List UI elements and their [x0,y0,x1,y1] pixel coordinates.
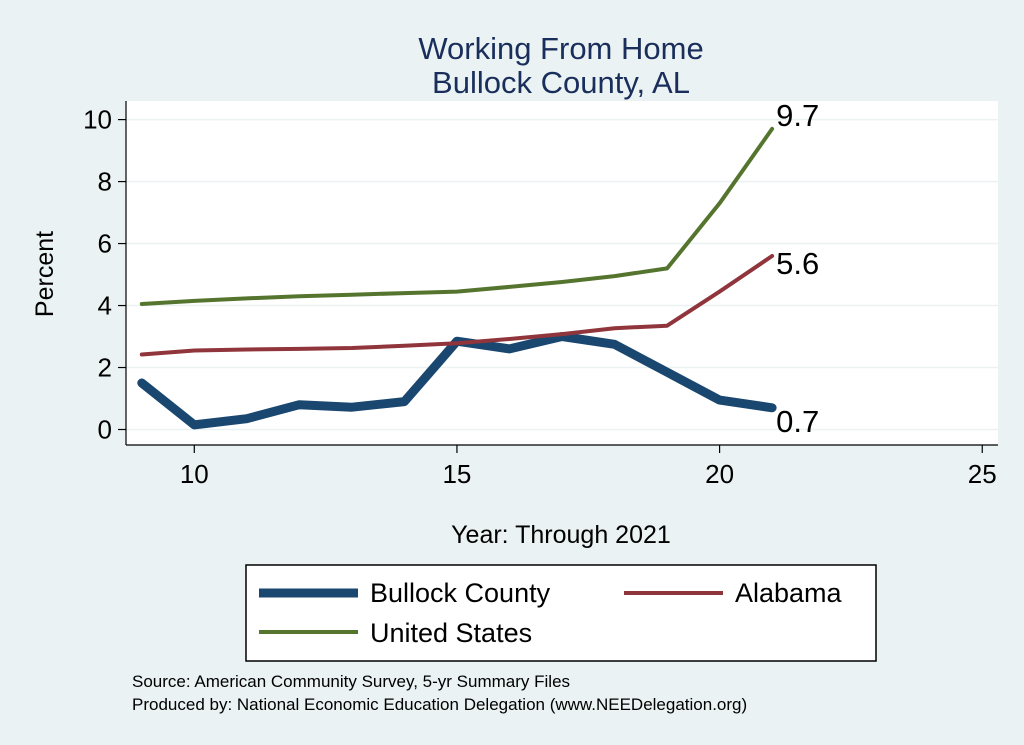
gridlines [126,118,998,431]
series-line-united-states [139,126,775,306]
x-axis-title: Year: Through 2021 [451,521,671,549]
series-line-alabama [139,254,775,357]
x-tick-label: 15 [442,459,471,489]
legend: Bullock County Alabama United States [259,578,843,648]
source-note: Source: American Community Survey, 5-yr … [132,672,570,691]
end-label-alabama: 5.6 [776,246,819,281]
x-tick-label: 10 [180,459,209,489]
y-tick-label: 6 [98,229,112,259]
y-tick-label: 4 [98,291,112,321]
y-tick-label: 8 [98,167,112,197]
legend-box [245,564,877,662]
legend-label-alabama: Alabama [735,578,843,608]
producer-note: Produced by: National Economic Education… [132,695,747,714]
axes: 0 2 4 6 8 10 10 15 20 25 [83,101,998,489]
x-tick-label: 25 [968,459,997,489]
end-label-united-states: 9.7 [776,98,819,133]
end-label-bullock-county: 0.7 [776,404,819,439]
series-line-bullock-county [137,332,777,430]
y-tick-label: 10 [83,105,112,135]
end-labels: 0.7 5.6 9.7 [776,98,819,439]
series-lines [137,126,777,430]
y-tick-label: 2 [98,353,112,383]
y-tick-label: 0 [98,415,112,445]
plot-area [126,101,998,445]
chart-title-line-2: Bullock County, AL [432,65,690,100]
x-tick-label: 20 [705,459,734,489]
y-axis-title: Percent [31,231,59,317]
legend-label-united-states: United States [370,618,532,648]
legend-label-bullock-county: Bullock County [370,578,551,608]
chart-title-line-1: Working From Home [418,31,703,66]
